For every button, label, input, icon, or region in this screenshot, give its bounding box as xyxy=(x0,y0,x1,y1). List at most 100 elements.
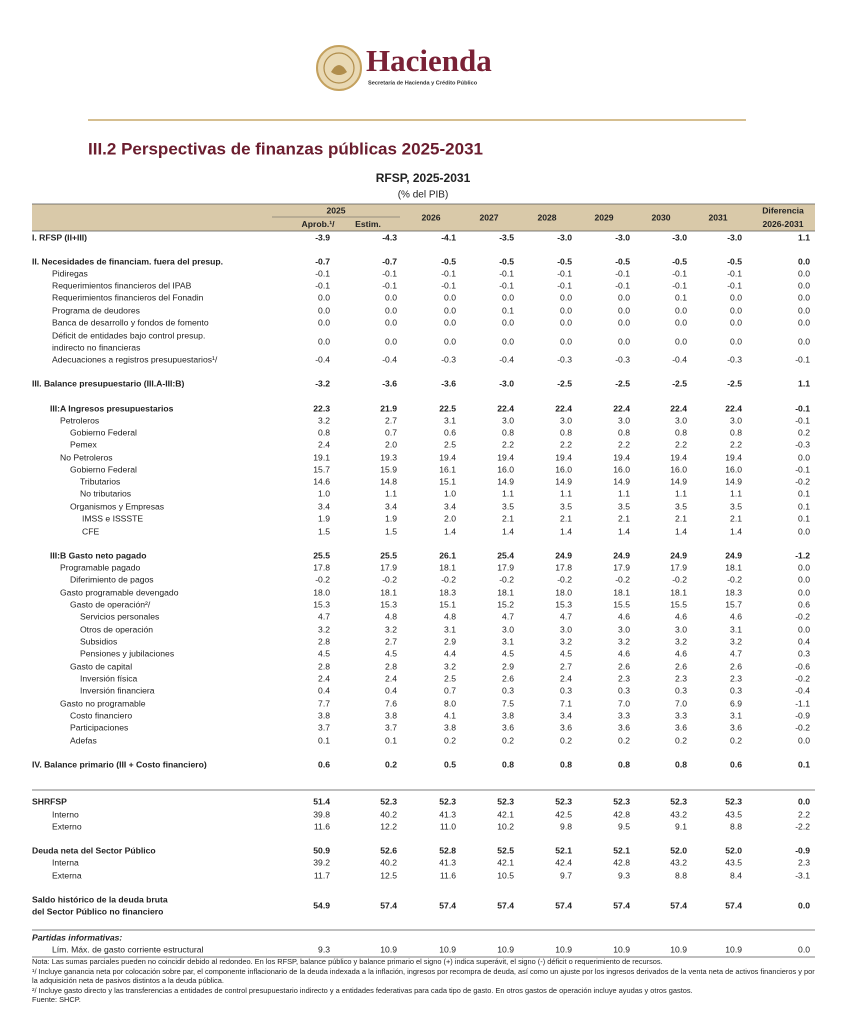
cell: 3.6 xyxy=(502,722,514,732)
cell: 0.3 xyxy=(798,648,810,658)
cell: -0.5 xyxy=(441,256,456,266)
cell: 0.0 xyxy=(560,336,572,346)
cell: 52.3 xyxy=(725,796,742,806)
cell: 4.6 xyxy=(618,611,630,621)
cell: 0.0 xyxy=(798,735,810,745)
cell: 18.1 xyxy=(380,587,397,597)
row-label: Tributarios xyxy=(80,476,120,486)
cell: 0.0 xyxy=(318,317,330,327)
cell: 0.0 xyxy=(318,292,330,302)
cell: 0.0 xyxy=(798,280,810,290)
cell: 0.0 xyxy=(444,305,456,315)
cell: -0.7 xyxy=(315,256,330,266)
cell: -3.0 xyxy=(727,232,742,242)
cell: 3.2 xyxy=(560,636,572,646)
cell: 0.8 xyxy=(730,427,742,437)
cell: 2.0 xyxy=(385,439,397,449)
cell: 1.5 xyxy=(385,526,397,536)
column-header: 2029 xyxy=(594,212,613,222)
cell: 57.4 xyxy=(670,900,687,910)
cell: 19.4 xyxy=(555,452,572,462)
cell: 11.0 xyxy=(440,821,456,831)
cell: 0.0 xyxy=(798,796,810,806)
cell: -0.5 xyxy=(499,256,514,266)
cell: 0.4 xyxy=(798,636,810,646)
cell: -0.2 xyxy=(672,574,687,584)
cell: -3.5 xyxy=(499,232,514,242)
cell: 3.4 xyxy=(318,501,330,511)
cell: 0.8 xyxy=(502,759,514,769)
cell: -0.3 xyxy=(557,354,572,364)
cell: 4.6 xyxy=(675,648,687,658)
cell: 0.6 xyxy=(444,427,456,437)
cell: 0.2 xyxy=(444,735,456,745)
cell: 52.6 xyxy=(380,845,397,855)
cell: -0.3 xyxy=(727,354,742,364)
cell: 0.0 xyxy=(618,317,630,327)
cell: 0.8 xyxy=(318,427,330,437)
cell: 0.3 xyxy=(730,685,742,695)
cell: 0.3 xyxy=(502,685,514,695)
cell: -0.1 xyxy=(441,268,456,278)
cell: -0.2 xyxy=(795,476,810,486)
cell: 3.2 xyxy=(318,415,330,425)
cell: 1.1 xyxy=(560,488,572,498)
row-label: Externa xyxy=(52,870,82,880)
cell: 18.1 xyxy=(725,562,742,572)
cell: 0.8 xyxy=(502,427,514,437)
cell: -0.9 xyxy=(795,845,810,855)
row-label: III:B Gasto neto pagado xyxy=(50,550,146,560)
cell: 18.1 xyxy=(670,587,687,597)
cell: 2.8 xyxy=(318,636,330,646)
cell: 17.8 xyxy=(555,562,572,572)
cell: 3.6 xyxy=(618,722,630,732)
row-label: Interna xyxy=(52,857,79,867)
cell: 52.3 xyxy=(439,796,456,806)
cell: -0.1 xyxy=(315,280,330,290)
row-label: Saldo histórico de la deuda bruta xyxy=(32,894,168,904)
row-label: III:A Ingresos presupuestarios xyxy=(50,403,174,413)
cell: 0.6 xyxy=(318,759,330,769)
table-unit: (% del PIB) xyxy=(398,190,449,201)
cell: -2.5 xyxy=(557,378,572,388)
cell: 3.5 xyxy=(675,501,687,511)
cell: 9.3 xyxy=(318,944,330,954)
cell: 3.0 xyxy=(730,415,742,425)
cell: 52.3 xyxy=(555,796,572,806)
cell: 9.7 xyxy=(560,870,572,880)
cell: 3.2 xyxy=(444,661,456,671)
row-label: No Petroleros xyxy=(60,452,113,462)
cell: -3.9 xyxy=(315,232,330,242)
cell: -2.5 xyxy=(727,378,742,388)
row-label: Banca de desarrollo y fondos de fomento xyxy=(52,317,209,327)
cell: 18.1 xyxy=(613,587,630,597)
cell: 2.7 xyxy=(385,415,397,425)
cell: -0.4 xyxy=(795,685,810,695)
cell: 0.0 xyxy=(798,305,810,315)
cell: 0.3 xyxy=(618,685,630,695)
cell: 0.0 xyxy=(798,587,810,597)
cell: -0.2 xyxy=(727,574,742,584)
cell: 0.2 xyxy=(502,735,514,745)
cell: -0.3 xyxy=(615,354,630,364)
cell: 3.1 xyxy=(502,636,514,646)
cell: 3.4 xyxy=(560,710,572,720)
cell: 15.1 xyxy=(439,476,456,486)
cell: 0.6 xyxy=(730,759,742,769)
cell: 4.5 xyxy=(502,648,514,658)
cell: 16.1 xyxy=(439,464,456,474)
cell: -0.5 xyxy=(615,256,630,266)
cell: 0.1 xyxy=(318,735,330,745)
row-label: Adefas xyxy=(70,735,97,745)
cell: 1.1 xyxy=(675,488,687,498)
cell: 2.7 xyxy=(560,661,572,671)
cell: 15.1 xyxy=(439,599,456,609)
cell: 52.3 xyxy=(670,796,687,806)
row-label: Gasto de operación²/ xyxy=(70,599,151,609)
cell: -0.1 xyxy=(795,354,810,364)
cell: 42.1 xyxy=(497,857,514,867)
cell: 0.0 xyxy=(560,292,572,302)
cell: 2.2 xyxy=(675,439,687,449)
cell: 2.2 xyxy=(618,439,630,449)
cell: 43.2 xyxy=(670,809,687,819)
